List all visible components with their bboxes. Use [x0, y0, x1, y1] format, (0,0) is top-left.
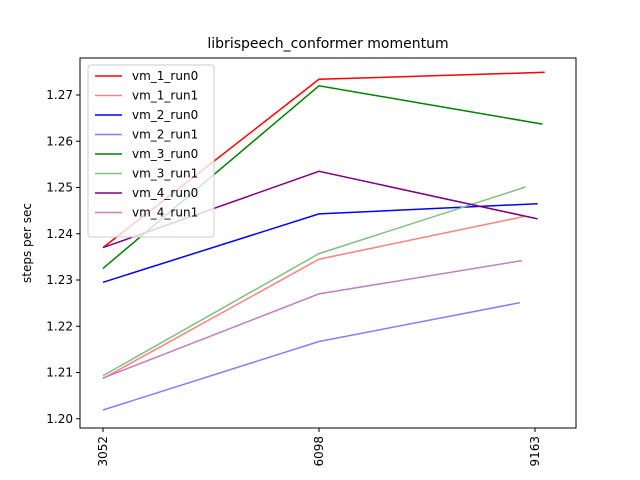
legend-label-vm-1-run1: vm_1_run1 [132, 89, 198, 103]
y-tick-label: 1.23 [46, 273, 73, 287]
legend-label-vm-4-run0: vm_4_run0 [132, 186, 198, 200]
y-tick-label: 1.27 [46, 88, 73, 102]
axes: 1.20 1.21 1.22 1.23 1.24 1.25 1.26 1.27 3052 6098… [46, 57, 577, 467]
legend: vm_1_run0 vm_1_run1 vm_2_run0 vm_2_run1 vm_3… [87, 64, 215, 238]
series-line-vm-4-run1 [102, 259, 523, 379]
plot-frame [79, 57, 577, 429]
legend-label-vm-3-run1: vm_3_run1 [132, 167, 198, 181]
legend-box [87, 64, 215, 238]
chart-title: librispeech_conformer momentum [207, 36, 448, 52]
y-axis-label: steps per sec [20, 203, 34, 283]
series-line-vm-2-run1 [102, 301, 521, 411]
x-tick-label: 6098 [312, 436, 326, 467]
y-tick-label: 1.22 [46, 319, 73, 333]
legend-label-vm-2-run0: vm_2_run0 [132, 108, 198, 122]
x-tick-label: 9163 [528, 436, 542, 467]
series-line-vm-3-run1 [102, 186, 526, 377]
y-tick-label: 1.25 [46, 181, 73, 195]
y-tick-label: 1.24 [46, 227, 73, 241]
legend-label-vm-4-run1: vm_4_run1 [132, 206, 198, 220]
legend-label-vm-2-run1: vm_2_run1 [132, 128, 198, 142]
legend-label-vm-3-run0: vm_3_run0 [132, 147, 198, 161]
series-line-vm-1-run1 [102, 215, 524, 380]
x-tick-label: 3052 [96, 436, 110, 467]
y-tick-label: 1.26 [46, 134, 73, 148]
y-tick-label: 1.20 [46, 412, 73, 426]
y-tick-label: 1.21 [46, 366, 73, 380]
legend-label-vm-1-run0: vm_1_run0 [132, 69, 198, 83]
